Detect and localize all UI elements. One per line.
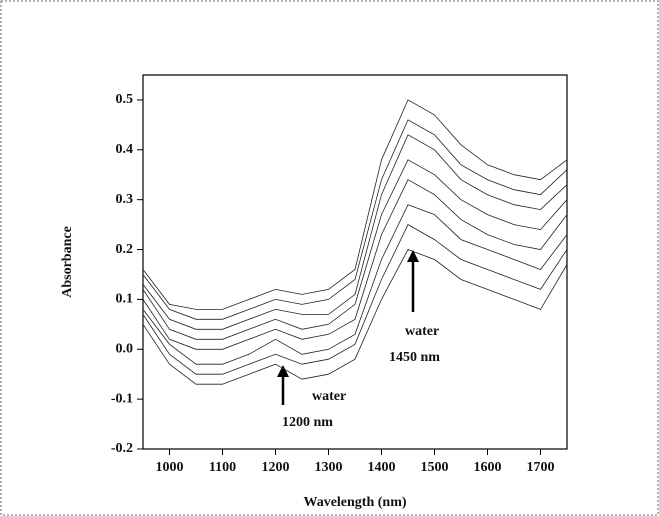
annotation: water <box>312 389 346 404</box>
y-tick-label: 0.1 <box>116 292 134 307</box>
arrow-head <box>277 365 289 377</box>
spectrum-line <box>142 224 568 375</box>
spectrum-line <box>142 179 568 350</box>
arrow-head <box>407 250 419 262</box>
y-tick-label: -0.1 <box>111 391 133 406</box>
y-tick-label: 0.0 <box>116 341 134 356</box>
plot-frame <box>142 74 568 450</box>
spectrum-line <box>142 134 568 330</box>
spectrum-line <box>142 119 568 320</box>
spectrum-line <box>142 159 568 340</box>
y-tick-label: 0.4 <box>116 142 134 157</box>
x-tick-label: 1100 <box>209 460 236 475</box>
x-tick-label: 1700 <box>527 460 555 475</box>
spectrum-line <box>142 99 568 310</box>
spectrum-line <box>142 204 568 365</box>
x-tick-label: 1400 <box>368 460 396 475</box>
x-tick-label: 1300 <box>315 460 343 475</box>
spectrum-line <box>142 249 568 385</box>
x-tick-label: 1200 <box>262 460 290 475</box>
x-axis-label: Wavelength (nm) <box>303 495 406 510</box>
x-tick-label: 1600 <box>474 460 502 475</box>
y-tick-label: 0.2 <box>116 242 134 257</box>
x-tick-label: 1500 <box>421 460 449 475</box>
y-tick-label: 0.5 <box>116 92 134 107</box>
annotation: 1450 nm <box>389 350 440 365</box>
y-tick-label: 0.3 <box>116 192 134 207</box>
y-tick-label: -0.2 <box>111 441 133 456</box>
y-axis-label: Absorbance <box>60 226 75 298</box>
x-tick-label: 1000 <box>156 460 184 475</box>
annotation: water <box>405 324 439 339</box>
annotation: 1200 nm <box>282 415 333 430</box>
